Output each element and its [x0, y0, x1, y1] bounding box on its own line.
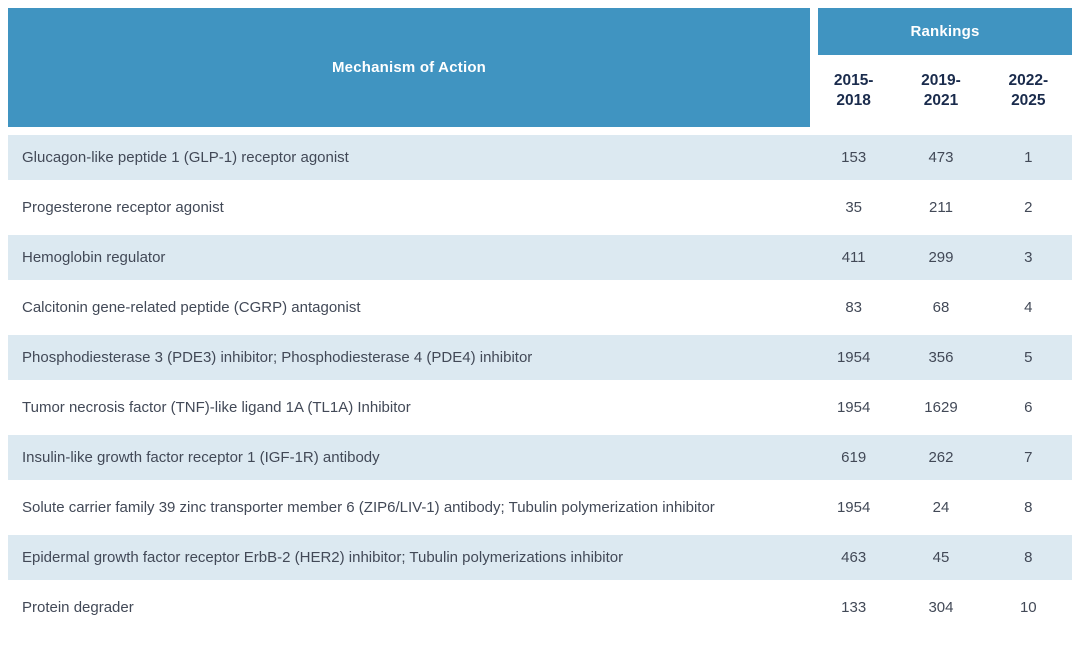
rank-2019-2021-cell: 211	[929, 199, 953, 216]
period-line2: 2018	[836, 92, 871, 109]
period-line2: 2025	[1011, 92, 1046, 109]
period-header-2019-2021: 2019- 2021	[897, 55, 984, 127]
moa-cell: Protein degrader	[22, 598, 134, 616]
table-row: Calcitonin gene-related peptide (CGRP) a…	[8, 285, 1072, 330]
period-line2: 2021	[923, 92, 959, 109]
rank-2015-2018-cell: 35	[845, 199, 862, 216]
rank-2022-2025-cell: 4	[1024, 299, 1033, 316]
period-header-2015-2018: 2015- 2018	[810, 55, 897, 127]
rank-2019-2021-cell: 45	[932, 549, 950, 566]
moa-cell: Solute carrier family 39 zinc transporte…	[22, 498, 715, 516]
moa-cell: Glucagon-like peptide 1 (GLP-1) receptor…	[22, 148, 349, 166]
period-headers-row: 2015- 2018 2019- 2021 2022- 2025	[810, 55, 1072, 127]
rank-2019-2021-cell: 262	[928, 449, 954, 466]
rankings-group-header: Rankings	[818, 8, 1072, 55]
rank-2015-2018-cell: 83	[845, 299, 862, 316]
period-line1: 2015-	[833, 72, 874, 89]
rank-2022-2025-cell: 5	[1024, 349, 1033, 366]
rank-2019-2021-cell: 473	[928, 149, 954, 166]
rank-2022-2025-cell: 7	[1024, 449, 1033, 466]
moa-cell: Progesterone receptor agonist	[22, 198, 224, 216]
rank-2019-2021-cell: 68	[932, 299, 950, 316]
rank-2022-2025-cell: 2	[1024, 199, 1033, 216]
table-body: Glucagon-like peptide 1 (GLP-1) receptor…	[8, 135, 1072, 630]
rank-2022-2025-cell: 6	[1024, 399, 1033, 416]
rankings-table: Mechanism of Action Rankings 2015- 2018 …	[8, 8, 1072, 630]
table-row: Phosphodiesterase 3 (PDE3) inhibitor; Ph…	[8, 335, 1072, 380]
rank-2015-2018-cell: 1954	[836, 349, 871, 366]
rank-2019-2021-cell: 1629	[924, 399, 958, 416]
table-row: Insulin-like growth factor receptor 1 (I…	[8, 435, 1072, 480]
rank-2015-2018-cell: 1954	[836, 399, 871, 416]
rank-2019-2021-cell: 24	[932, 499, 950, 516]
rank-2022-2025-cell: 1	[1024, 149, 1033, 166]
table-row: Epidermal growth factor receptor ErbB-2 …	[8, 535, 1072, 580]
rank-2019-2021-cell: 304	[928, 599, 954, 616]
rank-2015-2018-cell: 153	[841, 149, 867, 166]
rank-2022-2025-cell: 10	[1019, 599, 1037, 616]
rank-2015-2018-cell: 1954	[836, 499, 871, 516]
rankings-header-section: Rankings 2015- 2018 2019- 2021 2022- 202…	[810, 8, 1072, 127]
moa-cell: Hemoglobin regulator	[22, 248, 166, 266]
table-row: Hemoglobin regulator 411 299 3	[8, 235, 1072, 280]
rank-2019-2021-cell: 299	[928, 249, 954, 266]
rank-2015-2018-cell: 133	[841, 599, 867, 616]
rank-2015-2018-cell: 619	[841, 449, 867, 466]
rank-2015-2018-cell: 411	[841, 249, 866, 266]
moa-cell: Epidermal growth factor receptor ErbB-2 …	[22, 548, 624, 566]
table-row: Protein degrader 133 304 10	[8, 585, 1072, 630]
table-row: Glucagon-like peptide 1 (GLP-1) receptor…	[8, 135, 1072, 180]
table-header: Mechanism of Action Rankings 2015- 2018 …	[8, 8, 1072, 127]
period-line1: 2022-	[1008, 72, 1049, 89]
rank-2019-2021-cell: 356	[928, 349, 954, 366]
period-header-2022-2025: 2022- 2025	[985, 55, 1072, 127]
table-row: Solute carrier family 39 zinc transporte…	[8, 485, 1072, 530]
rank-2015-2018-cell: 463	[841, 549, 867, 566]
moa-cell: Tumor necrosis factor (TNF)-like ligand …	[22, 398, 411, 416]
moa-header-cell: Mechanism of Action	[8, 8, 810, 127]
moa-cell: Insulin-like growth factor receptor 1 (I…	[22, 448, 380, 466]
rank-2022-2025-cell: 8	[1024, 549, 1033, 566]
moa-cell: Phosphodiesterase 3 (PDE3) inhibitor; Ph…	[22, 348, 533, 366]
period-line1: 2019-	[921, 72, 961, 89]
moa-cell: Calcitonin gene-related peptide (CGRP) a…	[22, 298, 361, 316]
table-row: Tumor necrosis factor (TNF)-like ligand …	[8, 385, 1072, 430]
rank-2022-2025-cell: 3	[1024, 249, 1033, 266]
rank-2022-2025-cell: 8	[1024, 499, 1033, 516]
table-row: Progesterone receptor agonist 35 211 2	[8, 185, 1072, 230]
